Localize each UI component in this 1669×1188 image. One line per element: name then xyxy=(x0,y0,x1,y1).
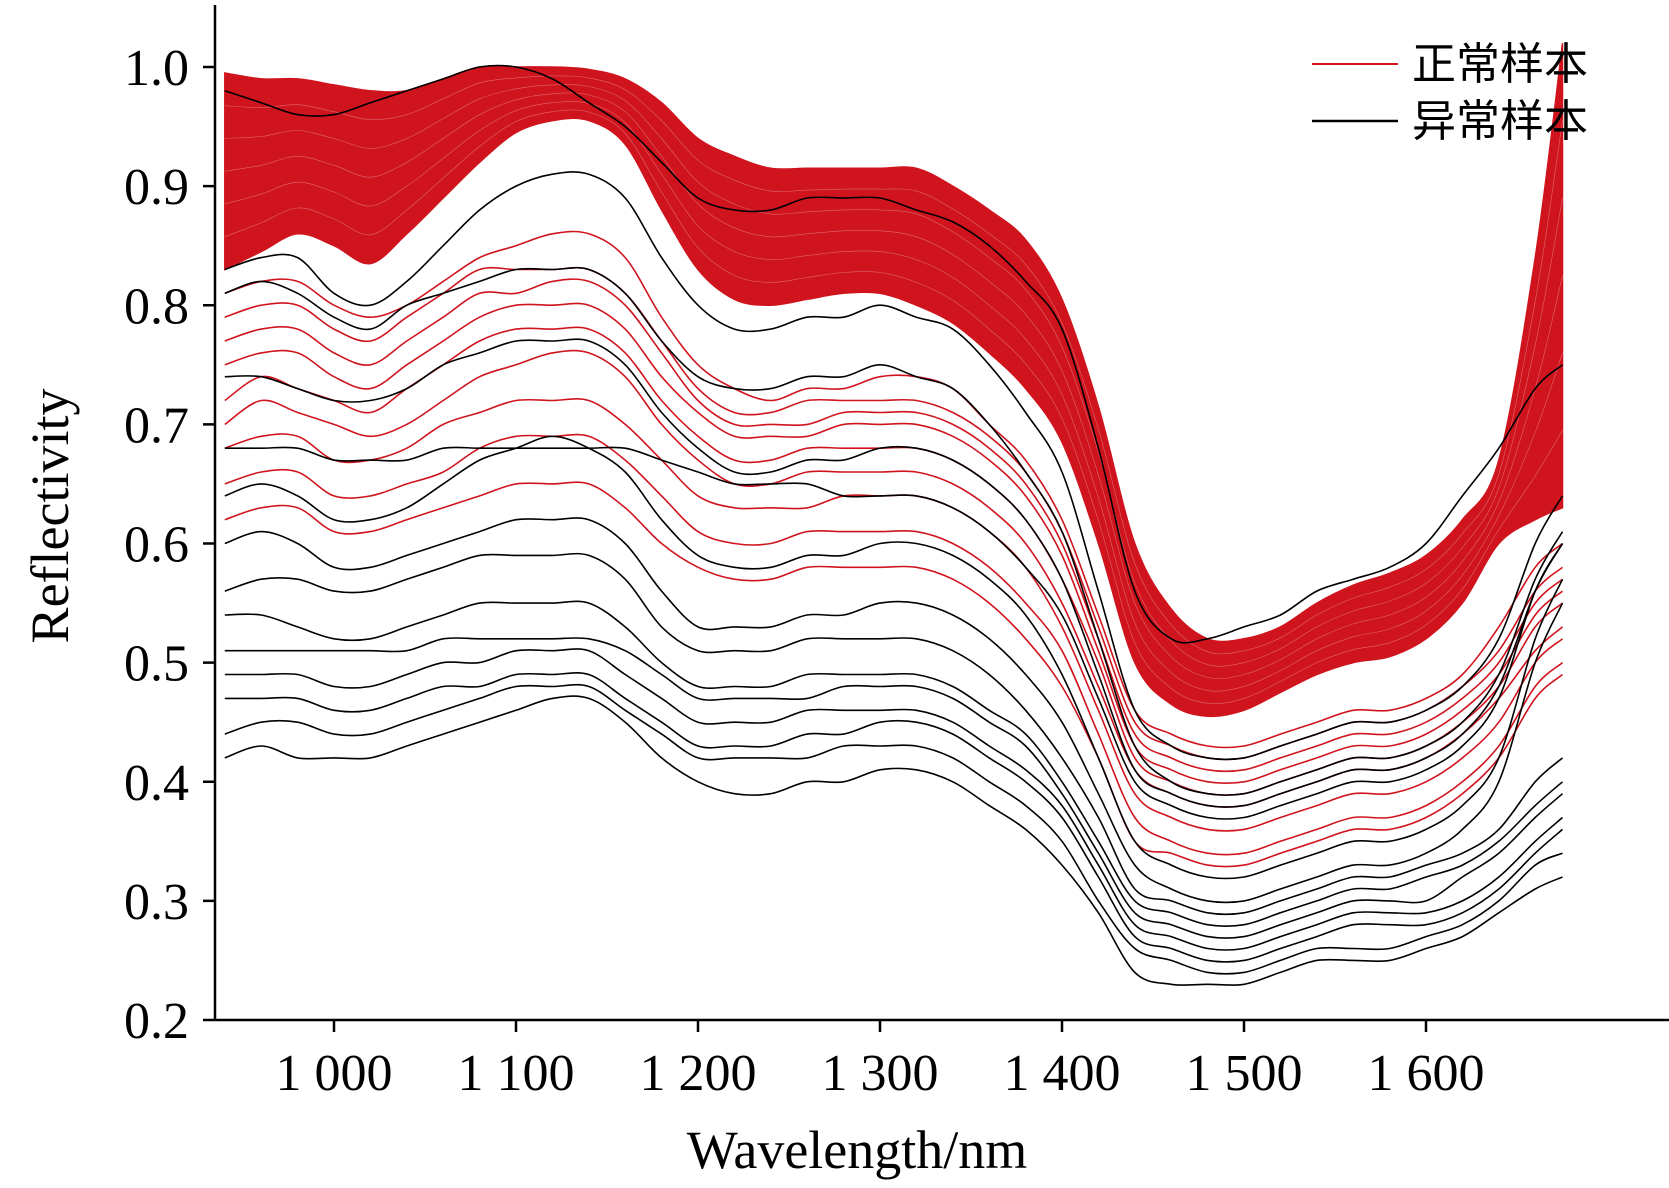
x-tick-label: 1 200 xyxy=(640,1045,757,1102)
normal-band-texture-line xyxy=(224,109,1563,705)
normal-band-texture-line xyxy=(224,84,1563,667)
y-tick-label: 0.7 xyxy=(124,397,189,454)
y-tick-label: 0.5 xyxy=(124,636,189,693)
y-tick-label: 0.6 xyxy=(124,517,189,574)
abnormal-sample-line xyxy=(224,435,1564,880)
abnormal-sample-line xyxy=(224,517,1564,904)
x-tick-label: 1 000 xyxy=(276,1045,393,1102)
abnormal-sample-line xyxy=(224,338,1564,808)
abnormal-sample-line xyxy=(224,637,1564,939)
abnormal-sample-line xyxy=(224,648,1564,951)
abnormal-sample-line xyxy=(224,552,1564,916)
normal-sample-band xyxy=(224,43,1564,718)
abnormal-sample-line xyxy=(224,600,1564,927)
x-tick-label: 1 500 xyxy=(1186,1045,1303,1102)
normal-sample-line xyxy=(224,302,1564,785)
abnormal-sample-line xyxy=(224,171,1564,761)
abnormal-sample-line xyxy=(224,683,1563,975)
y-tick-label: 1.0 xyxy=(124,40,189,97)
legend-label-normal: 正常样本 xyxy=(1412,39,1588,90)
abnormal-sample-line xyxy=(224,446,1564,820)
abnormal-sample-line xyxy=(224,695,1563,986)
normal-sample-line xyxy=(224,278,1564,773)
legend: 正常样本 异常样本 xyxy=(1312,39,1588,147)
normal-band-texture-line xyxy=(224,75,1563,655)
y-tick-label: 0.8 xyxy=(124,278,189,335)
normal-sample-line xyxy=(224,433,1564,856)
y-axis-title: Reflectivity xyxy=(20,389,80,644)
x-tick-label: 1 400 xyxy=(1004,1045,1121,1102)
y-tick-label: 0.9 xyxy=(124,159,189,216)
abnormal-sample-line xyxy=(224,671,1564,963)
abnormal-sample-line xyxy=(224,64,1564,644)
normal-sample-line xyxy=(224,349,1564,808)
normal-band-texture-line xyxy=(224,92,1563,680)
normal-sample-line xyxy=(224,326,1564,796)
x-axis-title: Wavelength/nm xyxy=(687,1120,1028,1180)
legend-label-abnormal: 异常样本 xyxy=(1412,96,1588,147)
x-tick-label: 1 300 xyxy=(822,1045,939,1102)
normal-band-texture-line xyxy=(224,101,1563,692)
normal-sample-line xyxy=(224,481,1564,868)
x-tick-label: 1 600 xyxy=(1368,1045,1485,1102)
x-tick-label: 1 100 xyxy=(458,1045,575,1102)
abnormal-sample-line xyxy=(224,266,1564,796)
y-tick-label: 0.3 xyxy=(124,874,189,931)
y-tick-label: 0.2 xyxy=(124,993,189,1050)
y-tick-label: 0.4 xyxy=(124,755,189,812)
